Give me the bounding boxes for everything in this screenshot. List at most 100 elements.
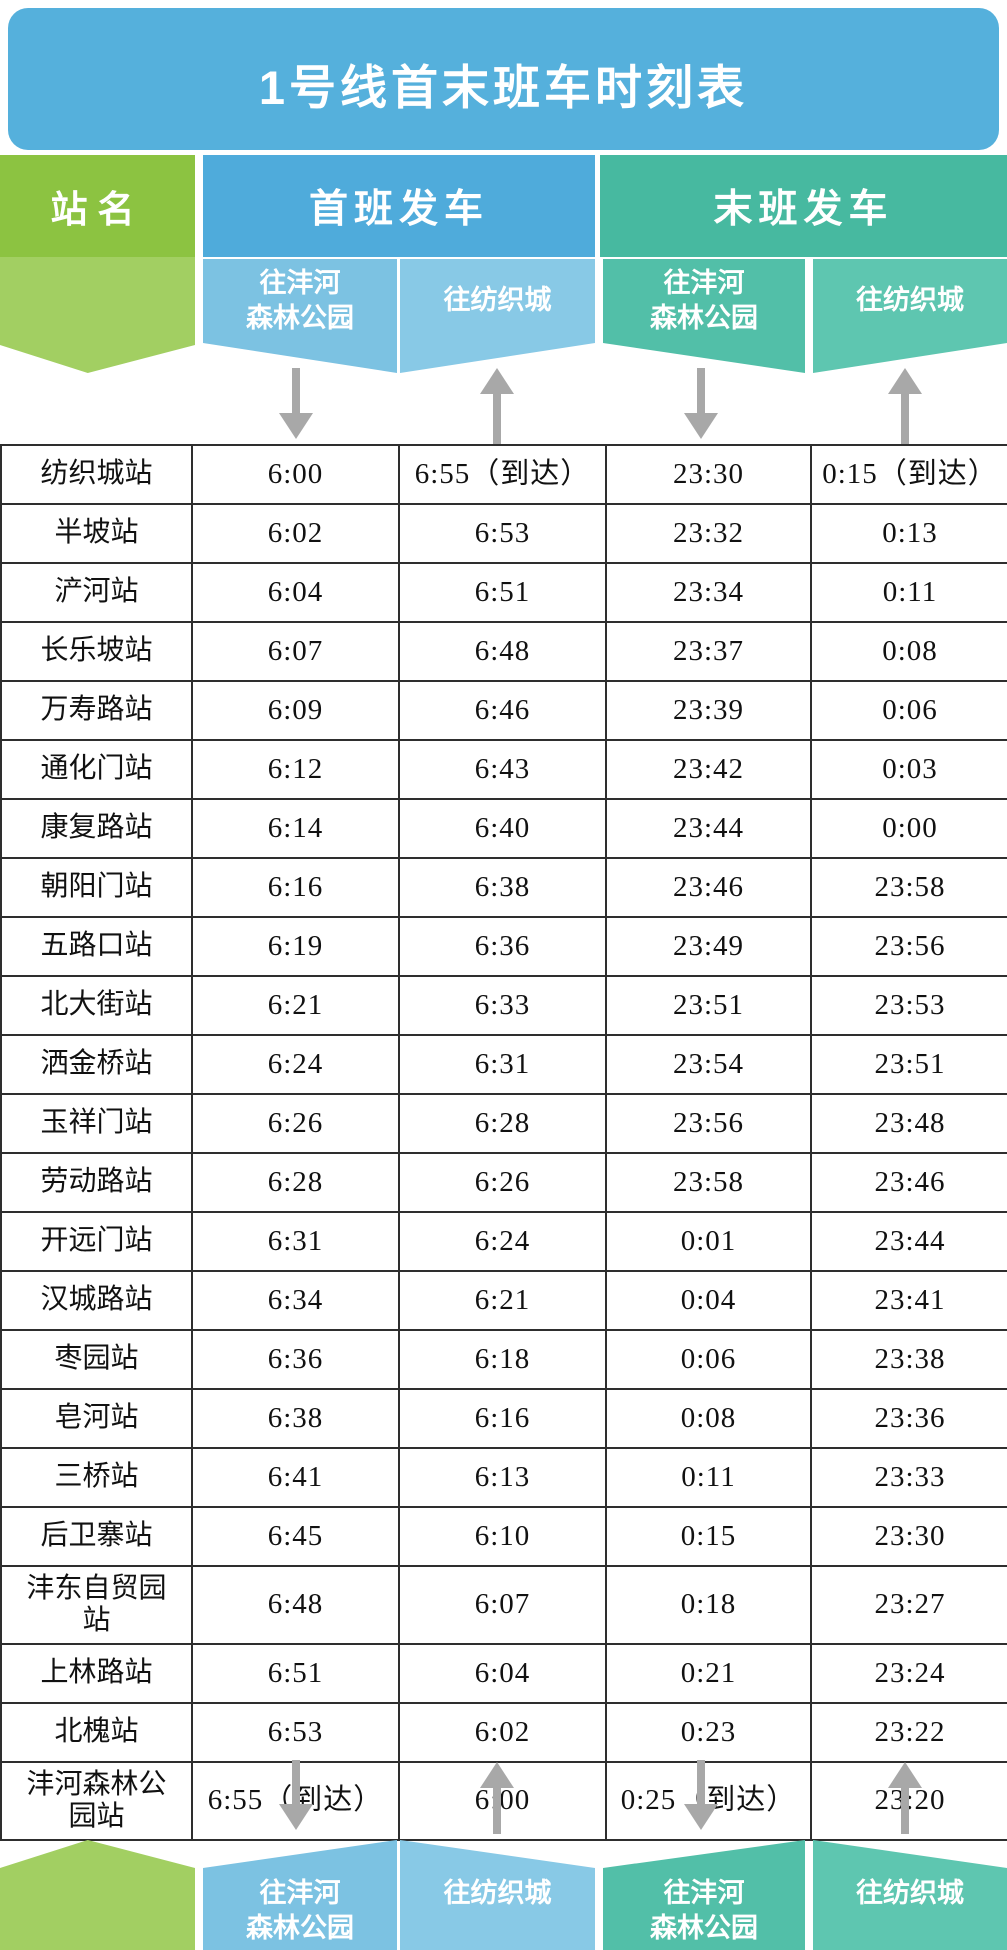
time-cell: 23:49 bbox=[605, 916, 812, 977]
direction-line: 往沣河 bbox=[259, 267, 341, 298]
station-cell: 开远门站 bbox=[0, 1211, 193, 1272]
page-title: 1号线首末班车时刻表 bbox=[258, 60, 749, 114]
time-cell: 23:56 bbox=[810, 916, 1007, 977]
direction-line: 森林公园 bbox=[650, 1913, 758, 1944]
time-cell: 6:38 bbox=[398, 857, 607, 918]
time-cell: 6:43 bbox=[398, 739, 607, 800]
footer-station-column-box bbox=[0, 1840, 195, 1950]
time-cell: 6:18 bbox=[398, 1329, 607, 1390]
table-row: 半坡站 6:02 6:53 23:32 0:13 bbox=[0, 503, 1007, 564]
table-row: 长乐坡站 6:07 6:48 23:37 0:08 bbox=[0, 621, 1007, 682]
footer-first-to-textile-city: 往纺织城 bbox=[400, 1840, 595, 1950]
down-arrow-icon bbox=[684, 1760, 718, 1830]
time-cell: 0:13 bbox=[810, 503, 1007, 564]
time-cell: 0:11 bbox=[605, 1447, 812, 1508]
time-cell: 23:44 bbox=[810, 1211, 1007, 1272]
last-train-label: 末班发车 bbox=[713, 188, 894, 231]
time-cell: 0:04 bbox=[605, 1270, 812, 1331]
down-arrow-icon bbox=[279, 1760, 313, 1830]
time-cell: 0:18 bbox=[605, 1565, 812, 1645]
timetable: 纺织城站 6:00 6:55（到达） 23:30 0:15（到达） 半坡站 6:02 6:53… bbox=[0, 444, 1007, 1841]
time-cell: 23:42 bbox=[605, 739, 812, 800]
time-cell: 6:31 bbox=[398, 1034, 607, 1095]
direction-line: 森林公园 bbox=[246, 1913, 354, 1944]
table-row: 康复路站 6:14 6:40 23:44 0:00 bbox=[0, 798, 1007, 859]
up-arrow-icon bbox=[888, 368, 922, 444]
time-cell: 6:07 bbox=[191, 621, 400, 682]
table-row: 三桥站 6:41 6:13 0:11 23:33 bbox=[0, 1447, 1007, 1508]
header-first-to-fenghe-park: 往沣河 森林公园 bbox=[203, 259, 397, 373]
station-cell: 洒金桥站 bbox=[0, 1034, 193, 1095]
station-cell: 纺织城站 bbox=[0, 444, 193, 505]
time-cell: 6:41 bbox=[191, 1447, 400, 1508]
last-train-group-header: 末班发车 bbox=[600, 155, 1007, 257]
table-row: 北大街站 6:21 6:33 23:51 23:53 bbox=[0, 975, 1007, 1036]
up-arrow-icon bbox=[888, 1762, 922, 1834]
time-cell: 0:08 bbox=[810, 621, 1007, 682]
station-column-header: 站名 bbox=[0, 155, 195, 257]
time-cell: 6:16 bbox=[191, 857, 400, 918]
time-cell: 6:10 bbox=[398, 1506, 607, 1567]
time-cell: 6:21 bbox=[398, 1270, 607, 1331]
time-cell: 23:38 bbox=[810, 1329, 1007, 1390]
down-arrow-icon bbox=[684, 368, 718, 439]
time-cell: 0:03 bbox=[810, 739, 1007, 800]
table-row: 上林路站 6:51 6:04 0:21 23:24 bbox=[0, 1643, 1007, 1704]
station-cell: 皂河站 bbox=[0, 1388, 193, 1449]
time-cell: 6:48 bbox=[191, 1565, 400, 1645]
down-arrow-icon bbox=[279, 368, 313, 439]
time-cell: 6:26 bbox=[398, 1152, 607, 1213]
direction-line: 森林公园 bbox=[246, 303, 354, 333]
table-row: 沣东自贸园站 6:48 6:07 0:18 23:27 bbox=[0, 1565, 1007, 1645]
station-cell: 后卫寨站 bbox=[0, 1506, 193, 1567]
table-row: 朝阳门站 6:16 6:38 23:46 23:58 bbox=[0, 857, 1007, 918]
time-cell: 23:58 bbox=[810, 857, 1007, 918]
station-column-chevron bbox=[0, 257, 195, 373]
footer-last-to-textile-city: 往纺织城 bbox=[813, 1840, 1007, 1950]
time-cell: 6:24 bbox=[398, 1211, 607, 1272]
time-cell: 6:46 bbox=[398, 680, 607, 741]
station-cell: 北槐站 bbox=[0, 1702, 193, 1763]
time-cell: 23:37 bbox=[605, 621, 812, 682]
time-cell: 6:02 bbox=[191, 503, 400, 564]
table-row: 劳动路站 6:28 6:26 23:58 23:46 bbox=[0, 1152, 1007, 1213]
time-cell: 6:26 bbox=[191, 1093, 400, 1154]
time-cell: 6:12 bbox=[191, 739, 400, 800]
time-cell: 0:00 bbox=[810, 798, 1007, 859]
table-row: 汉城路站 6:34 6:21 0:04 23:41 bbox=[0, 1270, 1007, 1331]
time-cell: 6:02 bbox=[398, 1702, 607, 1763]
station-cell: 沣河森林公园站 bbox=[0, 1761, 193, 1841]
time-cell: 0:25（到达） bbox=[605, 1761, 812, 1841]
table-row: 皂河站 6:38 6:16 0:08 23:36 bbox=[0, 1388, 1007, 1449]
direction-line: 森林公园 bbox=[650, 303, 758, 333]
time-cell: 23:53 bbox=[810, 975, 1007, 1036]
time-cell: 0:15（到达） bbox=[810, 444, 1007, 505]
first-train-label: 首班发车 bbox=[308, 188, 489, 231]
station-cell: 沣东自贸园站 bbox=[0, 1565, 193, 1645]
time-cell: 6:45 bbox=[191, 1506, 400, 1567]
station-cell: 汉城路站 bbox=[0, 1270, 193, 1331]
station-cell: 北大街站 bbox=[0, 975, 193, 1036]
time-cell: 6:55（到达） bbox=[398, 444, 607, 505]
station-cell: 康复路站 bbox=[0, 798, 193, 859]
station-cell: 劳动路站 bbox=[0, 1152, 193, 1213]
time-cell: 23:44 bbox=[605, 798, 812, 859]
time-cell: 0:15 bbox=[605, 1506, 812, 1567]
table-row: 万寿路站 6:09 6:46 23:39 0:06 bbox=[0, 680, 1007, 741]
time-cell: 6:38 bbox=[191, 1388, 400, 1449]
table-row: 纺织城站 6:00 6:55（到达） 23:30 0:15（到达） bbox=[0, 444, 1007, 505]
time-cell: 23:46 bbox=[605, 857, 812, 918]
time-cell: 6:34 bbox=[191, 1270, 400, 1331]
time-cell: 6:36 bbox=[191, 1329, 400, 1390]
time-cell: 6:40 bbox=[398, 798, 607, 859]
time-cell: 23:22 bbox=[810, 1702, 1007, 1763]
time-cell: 6:04 bbox=[398, 1643, 607, 1704]
table-row: 五路口站 6:19 6:36 23:49 23:56 bbox=[0, 916, 1007, 977]
time-cell: 23:30 bbox=[605, 444, 812, 505]
table-row: 浐河站 6:04 6:51 23:34 0:11 bbox=[0, 562, 1007, 623]
time-cell: 6:16 bbox=[398, 1388, 607, 1449]
station-cell: 三桥站 bbox=[0, 1447, 193, 1508]
time-cell: 6:04 bbox=[191, 562, 400, 623]
station-cell: 朝阳门站 bbox=[0, 857, 193, 918]
time-cell: 23:24 bbox=[810, 1643, 1007, 1704]
